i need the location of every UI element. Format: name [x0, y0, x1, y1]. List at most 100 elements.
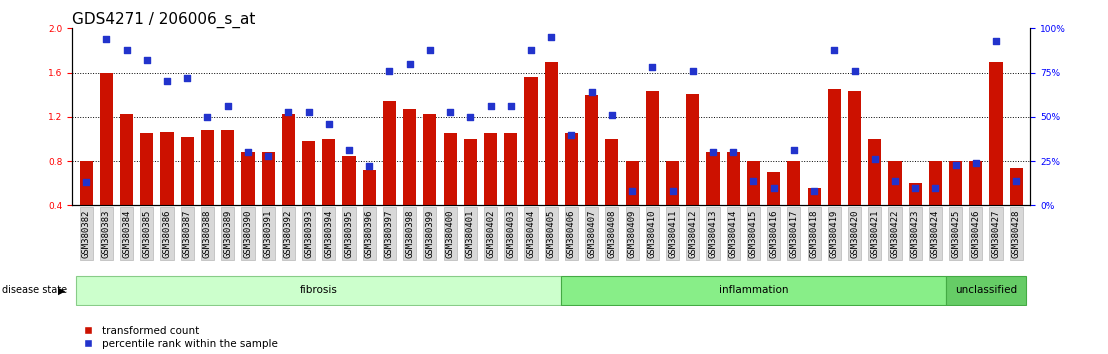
Bar [1009, 168, 1023, 205]
Bar [100, 73, 113, 205]
Text: GSM380416: GSM380416 [769, 210, 778, 258]
Text: ▶: ▶ [58, 285, 65, 295]
Bar [646, 91, 659, 205]
Bar [302, 141, 315, 205]
Text: GSM380407: GSM380407 [587, 210, 596, 258]
Point [421, 47, 439, 52]
Point [765, 185, 782, 190]
Point [644, 64, 661, 70]
Bar [788, 161, 800, 205]
Point [745, 178, 762, 183]
Text: GSM380422: GSM380422 [891, 210, 900, 258]
Point [138, 57, 156, 63]
Point [78, 179, 95, 185]
Text: GSM380414: GSM380414 [729, 210, 738, 258]
Text: GSM380382: GSM380382 [82, 210, 91, 258]
Bar [989, 62, 1003, 205]
Point [522, 47, 540, 52]
Point [987, 38, 1005, 44]
Bar [848, 91, 861, 205]
Bar [828, 89, 841, 205]
Text: GSM380428: GSM380428 [1012, 210, 1020, 258]
Text: GSM380404: GSM380404 [526, 210, 535, 258]
Point [704, 149, 721, 155]
Bar [767, 172, 780, 205]
Text: GSM380424: GSM380424 [931, 210, 940, 258]
Text: GSM380387: GSM380387 [183, 210, 192, 258]
Text: GSM380423: GSM380423 [911, 210, 920, 258]
Point [158, 79, 176, 84]
Bar [120, 114, 133, 205]
Point [320, 121, 338, 127]
Bar [484, 133, 497, 205]
Point [1007, 178, 1025, 183]
Point [784, 148, 802, 153]
Bar [242, 152, 255, 205]
Bar [565, 133, 578, 205]
Point [886, 178, 904, 183]
Bar [707, 152, 719, 205]
Point [300, 109, 318, 114]
Point [563, 132, 581, 137]
Text: GSM380396: GSM380396 [365, 210, 373, 258]
Bar [261, 152, 275, 205]
Point [219, 103, 237, 109]
Text: GSM380409: GSM380409 [627, 210, 637, 258]
Text: GSM380427: GSM380427 [992, 210, 1001, 258]
Text: GSM380384: GSM380384 [122, 210, 131, 258]
Point [239, 149, 257, 155]
Bar [889, 161, 902, 205]
Text: GSM380394: GSM380394 [325, 210, 334, 258]
Text: GSM380417: GSM380417 [789, 210, 799, 258]
Point [482, 103, 500, 109]
Bar [909, 183, 922, 205]
Text: GSM380395: GSM380395 [345, 210, 353, 258]
Bar [342, 155, 356, 205]
Text: GSM380411: GSM380411 [668, 210, 677, 258]
Point [381, 68, 399, 74]
Text: GSM380402: GSM380402 [486, 210, 495, 258]
Text: GSM380385: GSM380385 [142, 210, 152, 258]
Bar [605, 139, 618, 205]
Bar [970, 161, 983, 205]
Bar [545, 62, 557, 205]
Bar [222, 130, 234, 205]
Bar [403, 109, 417, 205]
Bar [281, 114, 295, 205]
Text: GSM380388: GSM380388 [203, 210, 212, 258]
Bar [201, 130, 214, 205]
Bar [322, 139, 336, 205]
Point [441, 109, 459, 114]
Point [623, 188, 640, 194]
Bar [945, 276, 1026, 304]
Text: GSM380393: GSM380393 [304, 210, 314, 258]
Point [806, 188, 823, 194]
Point [98, 36, 115, 42]
Bar [524, 77, 537, 205]
Point [542, 34, 560, 40]
Point [401, 61, 419, 67]
Text: GSM380413: GSM380413 [708, 210, 718, 258]
Point [340, 148, 358, 153]
Bar [869, 139, 881, 205]
Point [946, 162, 964, 167]
Bar [504, 133, 517, 205]
Text: GSM380412: GSM380412 [688, 210, 697, 258]
Point [583, 89, 601, 95]
Point [684, 68, 701, 74]
Point [198, 114, 216, 120]
Bar [585, 95, 598, 205]
Point [117, 47, 135, 52]
Text: unclassified: unclassified [955, 285, 1017, 295]
Bar [423, 114, 437, 205]
Text: GDS4271 / 206006_s_at: GDS4271 / 206006_s_at [72, 12, 256, 28]
Bar [76, 276, 562, 304]
Text: GSM380405: GSM380405 [546, 210, 556, 258]
Point [603, 112, 620, 118]
Bar [929, 161, 942, 205]
Bar [141, 133, 153, 205]
Bar [562, 276, 945, 304]
Point [825, 47, 843, 52]
Bar [626, 161, 638, 205]
Bar [666, 161, 679, 205]
